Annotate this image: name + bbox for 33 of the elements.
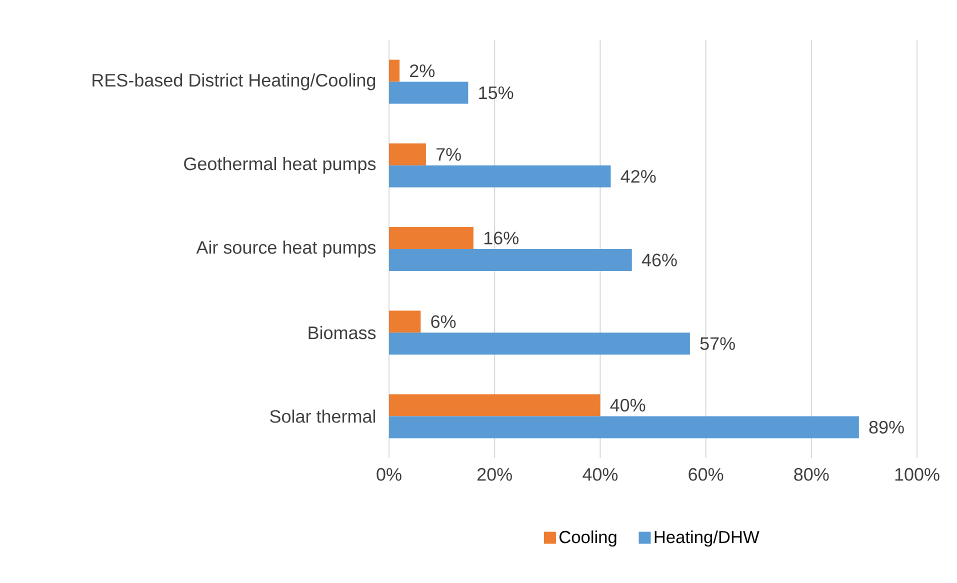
data-label: 57% bbox=[700, 337, 735, 350]
x-tick-label: 100% bbox=[895, 468, 940, 481]
bar bbox=[389, 227, 474, 249]
data-label: 2% bbox=[410, 64, 435, 78]
bar bbox=[389, 249, 632, 271]
bar bbox=[389, 310, 421, 333]
y-tick-label: RES-based District Heating/Cooling bbox=[92, 73, 376, 90]
x-tick-label: 20% bbox=[477, 468, 512, 481]
bar bbox=[389, 165, 611, 188]
bar bbox=[389, 394, 600, 416]
y-tick-label: Air source heat pumps bbox=[196, 240, 376, 258]
data-label: 16% bbox=[484, 232, 518, 244]
x-tick-label: 0% bbox=[376, 468, 402, 481]
x-tick-label: 60% bbox=[688, 468, 724, 481]
y-tick-label: Biomass bbox=[308, 326, 376, 340]
data-label: 40% bbox=[610, 398, 646, 412]
bar bbox=[389, 332, 690, 355]
data-label: 46% bbox=[642, 254, 677, 266]
bar bbox=[389, 416, 859, 438]
y-tick-label: Geothermal heat pumps bbox=[184, 157, 376, 174]
data-label: 7% bbox=[436, 148, 461, 161]
data-label: 89% bbox=[869, 420, 904, 434]
x-tick-label: 40% bbox=[582, 468, 618, 481]
legend-label: Cooling bbox=[560, 530, 616, 547]
y-tick-label: Solar thermal bbox=[270, 410, 376, 423]
legend-label: Heating/DHW bbox=[654, 530, 760, 547]
bar bbox=[389, 143, 426, 166]
data-label: 6% bbox=[431, 315, 456, 328]
data-label: 42% bbox=[620, 170, 656, 183]
bar bbox=[389, 60, 400, 82]
data-label: 15% bbox=[479, 86, 514, 100]
x-tick-label: 80% bbox=[794, 468, 829, 481]
bar bbox=[389, 82, 468, 104]
